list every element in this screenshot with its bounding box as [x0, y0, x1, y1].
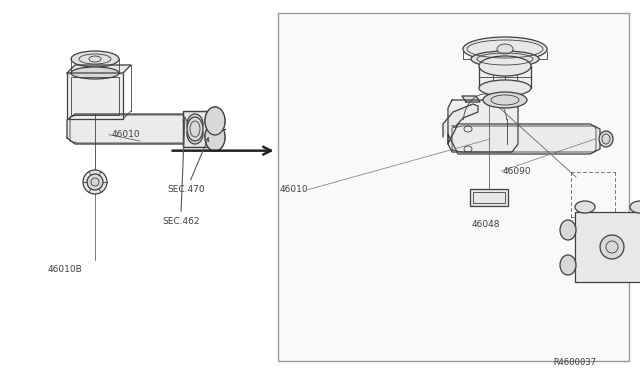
Ellipse shape — [471, 51, 539, 67]
Ellipse shape — [560, 220, 576, 240]
Ellipse shape — [187, 114, 203, 134]
Ellipse shape — [483, 92, 527, 108]
Text: SEC.470: SEC.470 — [168, 138, 209, 194]
Bar — [575, 212, 640, 282]
Text: 46010: 46010 — [112, 130, 141, 139]
Text: 46090: 46090 — [502, 167, 531, 176]
Bar — [473, 192, 505, 203]
Bar — [71, 77, 119, 115]
Polygon shape — [448, 124, 600, 154]
Ellipse shape — [560, 255, 576, 275]
Bar — [278, 13, 629, 361]
Ellipse shape — [599, 131, 613, 147]
Ellipse shape — [205, 123, 225, 151]
Text: R4600037: R4600037 — [554, 358, 596, 367]
Ellipse shape — [83, 170, 107, 194]
Ellipse shape — [497, 44, 513, 54]
Text: 46010: 46010 — [280, 185, 308, 194]
Bar — [183, 111, 221, 147]
Ellipse shape — [187, 124, 203, 144]
Polygon shape — [67, 65, 131, 73]
Ellipse shape — [479, 56, 531, 76]
Ellipse shape — [600, 235, 624, 259]
Ellipse shape — [87, 174, 103, 190]
Ellipse shape — [187, 117, 203, 141]
Ellipse shape — [575, 201, 595, 213]
Ellipse shape — [463, 37, 547, 61]
Text: SEC.462: SEC.462 — [162, 117, 200, 226]
Text: 46010B: 46010B — [48, 265, 83, 274]
Ellipse shape — [479, 80, 531, 96]
Polygon shape — [479, 66, 531, 88]
Bar — [67, 73, 123, 119]
Polygon shape — [448, 100, 518, 152]
Polygon shape — [67, 114, 210, 144]
Ellipse shape — [205, 123, 225, 151]
Polygon shape — [462, 96, 480, 102]
Ellipse shape — [630, 201, 640, 213]
Ellipse shape — [71, 51, 119, 67]
Bar — [470, 189, 508, 206]
Ellipse shape — [71, 67, 119, 79]
Text: 46048: 46048 — [472, 220, 500, 229]
Bar — [183, 111, 221, 147]
Ellipse shape — [205, 107, 225, 135]
Polygon shape — [443, 104, 478, 137]
Ellipse shape — [205, 107, 225, 135]
